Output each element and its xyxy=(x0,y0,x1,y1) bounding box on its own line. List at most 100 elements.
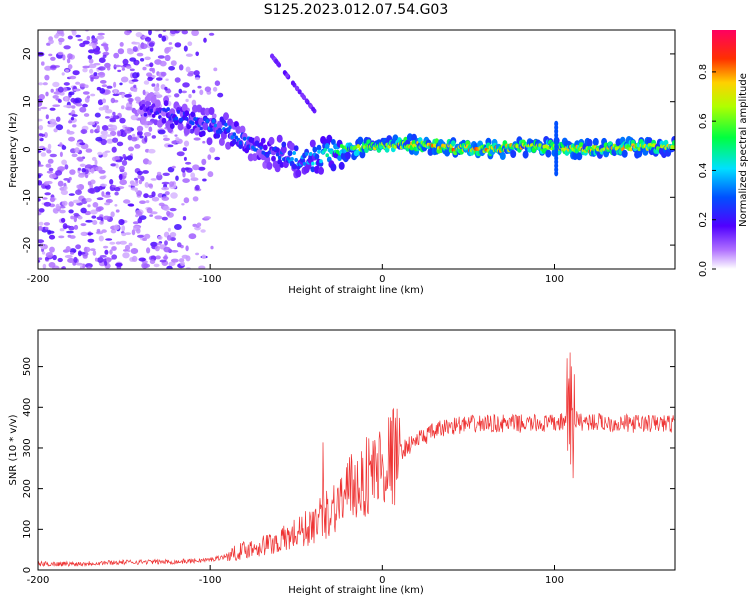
spectrogram-noise-blob xyxy=(122,252,130,259)
snr-x-label: Height of straight line (km) xyxy=(288,585,424,596)
spectrogram-noise-blob xyxy=(106,257,113,261)
spectrogram-ridge-blob xyxy=(292,151,297,155)
spectrogram-noise-blob xyxy=(74,147,80,154)
spectrogram-ridge-blob xyxy=(545,149,552,158)
spectrogram-ridge-blob xyxy=(242,136,247,141)
x-tick-label: 0 xyxy=(379,274,385,285)
spectrogram-noise-blob xyxy=(148,30,152,36)
spectrogram-noise-blob xyxy=(138,257,146,262)
spectrogram-x-label: Height of straight line (km) xyxy=(288,285,424,296)
spectrogram-noise-blob xyxy=(151,191,156,198)
spectrogram-noise-blob xyxy=(192,223,198,227)
spectrogram-noise-blob xyxy=(59,209,66,214)
spectrogram-noise-blob xyxy=(105,238,113,241)
spectrogram-noise-blob xyxy=(69,248,77,254)
spectrogram-noise-blob xyxy=(128,146,134,152)
spectrogram-noise-blob xyxy=(169,207,177,212)
spectrogram-noise-blob xyxy=(75,34,81,38)
spectrogram-noise-blob xyxy=(136,170,143,176)
spectrogram-noise-blob xyxy=(126,155,133,161)
spectrogram-noise-blob xyxy=(110,163,117,167)
spectrogram-ridge-blob xyxy=(145,100,150,107)
spectrogram-ridge-blob xyxy=(295,169,302,178)
spectrogram-ridge-blob xyxy=(225,141,232,150)
spectrogram-ridge-blob xyxy=(309,139,316,148)
spectrogram-noise-blob xyxy=(121,225,126,232)
spectrogram-noise-blob xyxy=(71,105,76,109)
spectrogram-ridge-blob xyxy=(166,107,170,112)
spectrogram-noise-blob xyxy=(181,30,188,35)
spectrogram-noise-blob xyxy=(163,137,170,141)
spectrogram-noise-blob xyxy=(94,112,101,118)
spectrogram-noise-blob xyxy=(85,219,93,223)
spectrogram-noise-blob xyxy=(39,137,44,142)
colorbar: 0.0 0.2 0.4 0.6 0.8 Normalized spectral ampl… xyxy=(698,30,749,277)
spectrogram-noise-blob xyxy=(182,171,186,178)
spectrogram-noise-blob xyxy=(57,51,64,56)
spectrogram-streak-blob xyxy=(302,95,307,101)
spectrogram-ridge-blob xyxy=(177,122,184,131)
spectrogram-ridge-blob xyxy=(168,116,172,121)
spectrogram-ridge-blob xyxy=(293,145,299,152)
spectrogram-noise-blob xyxy=(93,72,98,76)
spectrogram-noise-blob xyxy=(75,102,83,107)
spectrogram-noise-blob xyxy=(171,250,179,253)
spectrogram-noise-blob xyxy=(58,235,65,239)
spectrogram-ridge-blob xyxy=(202,122,209,131)
spectrogram-noise-blob xyxy=(62,87,68,92)
spectrogram-noise-blob xyxy=(188,94,192,99)
snr-panel: -200 -100 0 100 0 100 200 300 400 500 Height of … xyxy=(8,329,676,596)
spectrogram-noise-blob xyxy=(154,245,160,252)
spectrogram-noise-blob xyxy=(134,177,138,181)
spectrogram-noise-blob xyxy=(52,95,59,99)
spectrogram-noise-blob xyxy=(72,124,77,128)
spectrogram-noise-blob xyxy=(204,86,212,92)
spectrogram-noise-blob xyxy=(199,89,204,96)
spectrogram-noise-blob xyxy=(57,257,63,263)
spectrogram-noise-blob xyxy=(101,84,108,88)
spectrogram-streak-blob xyxy=(270,53,275,59)
spectrogram-ridge-blob xyxy=(205,119,210,123)
spectrogram-noise-blob xyxy=(90,179,96,185)
spectrogram-noise-blob xyxy=(113,81,117,88)
spectrogram-noise-blob xyxy=(133,88,138,93)
spectrogram-noise-blob xyxy=(57,166,65,172)
colorbar-tick-label: 0.4 xyxy=(698,162,709,178)
spectrogram-noise-blob xyxy=(115,159,123,163)
spectrogram-noise-blob xyxy=(43,201,52,207)
spectrogram-noise-blob xyxy=(75,81,81,85)
spectrogram-noise-blob xyxy=(38,100,43,107)
spectrogram-noise-blob xyxy=(132,133,136,138)
spectrogram-noise-blob xyxy=(181,254,189,259)
spectrogram-noise-blob xyxy=(38,226,44,231)
spectrogram-noise-blob xyxy=(52,208,57,214)
spectrogram-ridge-blob xyxy=(238,143,243,149)
spectrogram-noise-blob xyxy=(117,69,122,73)
spectrogram-noise-blob xyxy=(50,56,56,61)
y-tick-label: 200 xyxy=(22,479,33,498)
spectrogram-noise-blob xyxy=(91,215,97,219)
spectrogram-noise-blob xyxy=(118,219,125,226)
spectrogram-noise-blob xyxy=(119,117,126,124)
spectrogram-noise-blob xyxy=(181,90,187,94)
spectrogram-noise-blob xyxy=(38,94,45,100)
spectrogram-ridge-blob xyxy=(312,146,318,153)
spectrogram-ridge-blob xyxy=(264,155,271,164)
spectrogram-noise-blob xyxy=(142,170,149,174)
spectrogram-noise-blob xyxy=(117,48,125,55)
spectrogram-streak-blob xyxy=(297,89,302,95)
spectrogram-streak-blob xyxy=(285,73,290,78)
spectrogram-noise-blob xyxy=(128,242,133,247)
spectrogram-ridge-blob xyxy=(323,147,328,152)
spectrogram-ridge-blob xyxy=(274,164,281,173)
spectrogram-noise-blob xyxy=(48,39,54,45)
spectrogram-noise-blob xyxy=(104,261,108,266)
spectrogram-noise-blob xyxy=(155,255,161,260)
spectrogram-ridge-blob xyxy=(324,143,330,149)
spectrogram-noise-blob xyxy=(90,209,98,215)
spectrogram-noise-blob xyxy=(67,179,71,183)
spectrogram-noise-blob xyxy=(86,36,91,41)
spectrogram-noise-blob xyxy=(171,165,176,169)
spectrogram-noise-blob xyxy=(137,211,143,217)
spectrogram-noise-blob xyxy=(48,262,56,268)
